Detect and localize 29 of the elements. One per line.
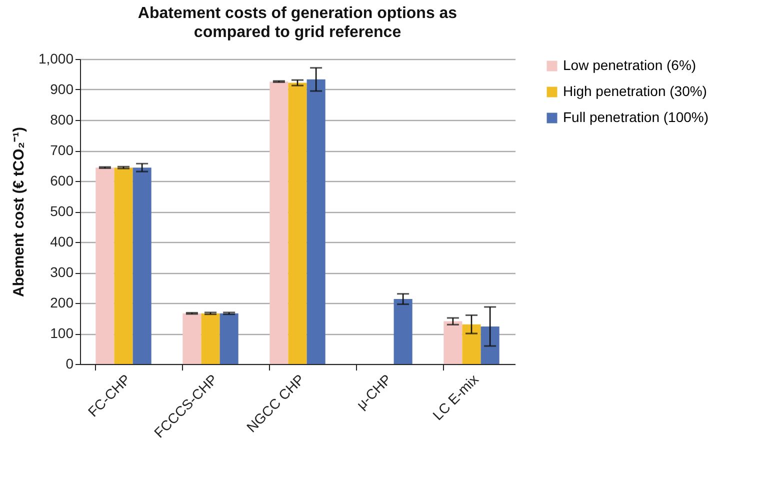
bar [480, 326, 500, 364]
bar [201, 313, 220, 364]
bar [132, 168, 152, 364]
bar [220, 313, 238, 364]
y-tick-label: 1,000 [38, 50, 74, 66]
bar [182, 313, 202, 364]
legend-label: Low penetration (6%) [563, 57, 696, 73]
y-tick-label: 800 [50, 112, 74, 128]
y-tick-label: 600 [50, 172, 74, 188]
y-tick-label: 900 [50, 81, 74, 97]
y-tick-label: 300 [50, 264, 74, 280]
y-tick-label: 200 [50, 294, 74, 310]
legend-label: High penetration (30%) [563, 83, 707, 99]
chart-title: Abatement costs of generation options as compared to grid reference [138, 5, 458, 41]
legend-label: Full penetration (100%) [563, 109, 709, 125]
y-tick-label: 500 [50, 203, 74, 219]
y-tick-label: 100 [50, 325, 74, 341]
bar [96, 168, 114, 364]
bar [444, 321, 462, 364]
y-tick-label: 400 [50, 234, 74, 250]
bar [462, 324, 481, 364]
bar [270, 82, 288, 364]
bar [114, 168, 133, 364]
y-tick-label: 700 [50, 142, 74, 158]
bar [306, 79, 326, 364]
bar [288, 82, 307, 364]
y-tick-label: 0 [66, 356, 74, 372]
y-axis-title: Abement cost (€ tCO₂⁻¹) [10, 126, 28, 298]
bar [394, 299, 412, 364]
